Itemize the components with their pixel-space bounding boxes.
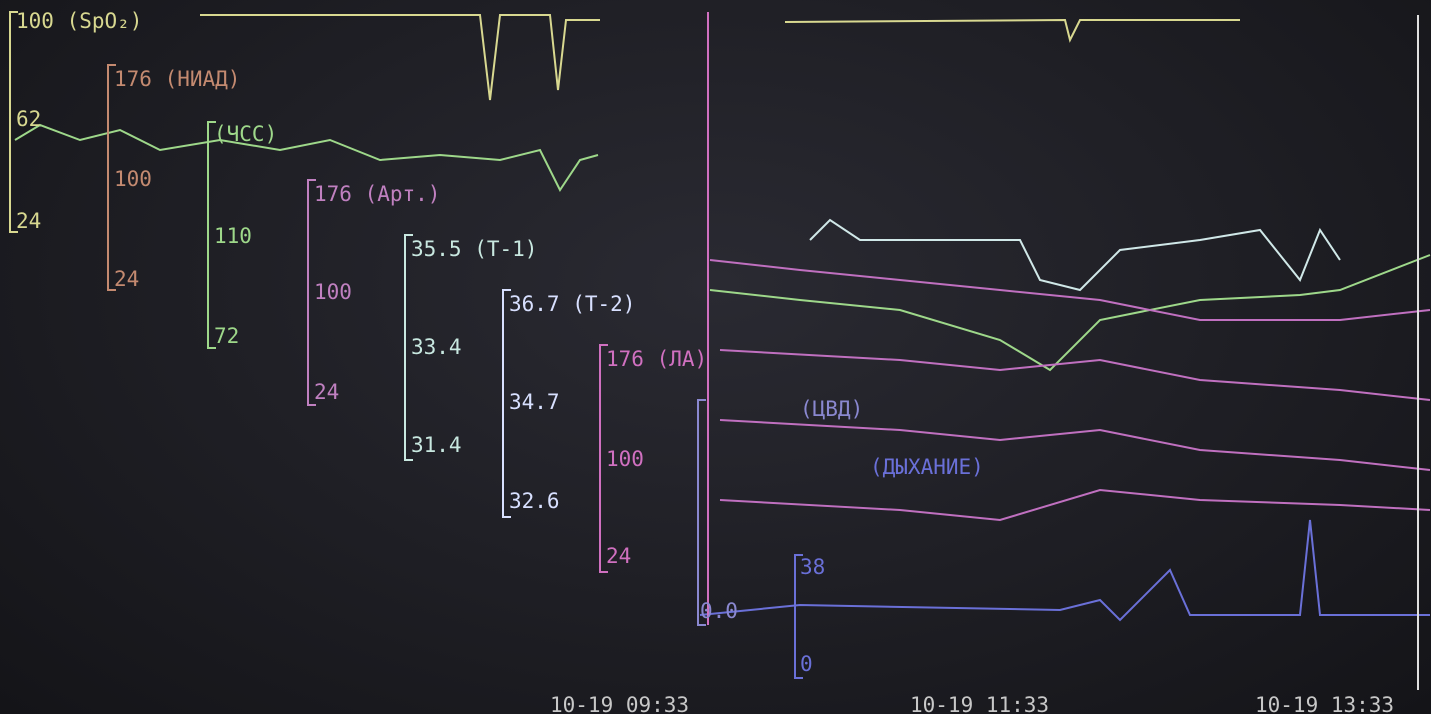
scale-label: 31.4 (411, 433, 462, 457)
scale-label: 100 (SpO₂) (16, 9, 142, 33)
scale-label: 24 (114, 267, 139, 291)
scale-label: (ЧСС) (214, 122, 277, 146)
scales: 100 (SpO₂) 62 24 176 (НИАД) 100 24 (ЧСС) 110 72 1… (9, 9, 984, 679)
scale-label: 176 (Арт.) (314, 182, 440, 206)
scale-label: 33.4 (411, 335, 462, 359)
scale-bracket (794, 554, 803, 679)
scale-label: 100 (606, 447, 644, 471)
hr-trace (14, 123, 599, 192)
scale-label: (ЦВД) (800, 397, 863, 421)
scale-label: (ДЫХАНИЕ) (870, 455, 984, 479)
spo2-trace-2 (784, 18, 1240, 43)
scale-bracket (697, 399, 706, 626)
scale-label: 24 (16, 209, 41, 233)
scale-bracket (502, 289, 511, 518)
scale-label: 36.7 (T-2) (509, 292, 635, 316)
scale-bracket (307, 179, 316, 406)
time-label: 10-19 09:33 (550, 693, 689, 714)
scale-bracket (207, 121, 216, 349)
scale-label: 0 (800, 652, 813, 676)
scale-label: 176 (ЛА) (606, 347, 707, 371)
spo2-trace (200, 14, 600, 101)
time-label: 10-19 13:33 (1255, 693, 1394, 714)
art-trace (709, 259, 1431, 321)
scale-label: 100 (314, 280, 352, 304)
t1-trace (809, 218, 1341, 292)
scale-label: 24 (314, 380, 339, 404)
scale-label: 110 (214, 224, 252, 248)
scale-label: 24 (606, 544, 631, 568)
pa-trace (719, 349, 1431, 401)
nibp-trace (719, 419, 1431, 471)
scale-label: 0.0 (700, 599, 738, 623)
resp-trace (699, 519, 1430, 622)
scale-label: 72 (214, 324, 239, 348)
traces (14, 12, 1431, 690)
scale-label: 32.6 (509, 489, 560, 513)
scale-label: 176 (НИАД) (114, 67, 240, 91)
scale-label: 100 (114, 167, 152, 191)
scale-bracket (404, 234, 413, 461)
scale-bracket (9, 11, 18, 233)
time-label: 10-19 11:33 (910, 693, 1049, 714)
scale-label: 38 (800, 555, 825, 579)
scale-label: 35.5 (T-1) (411, 237, 537, 261)
scale-bracket (599, 344, 608, 573)
scale-label: 34.7 (509, 390, 560, 414)
scale-bracket (107, 64, 116, 291)
cvp-trace (719, 488, 1431, 522)
scale-label: 62 (16, 107, 41, 131)
time-axis: 10-19 09:33 10-19 11:33 10-19 13:33 (550, 693, 1394, 714)
hr-trace-2 (709, 254, 1431, 372)
